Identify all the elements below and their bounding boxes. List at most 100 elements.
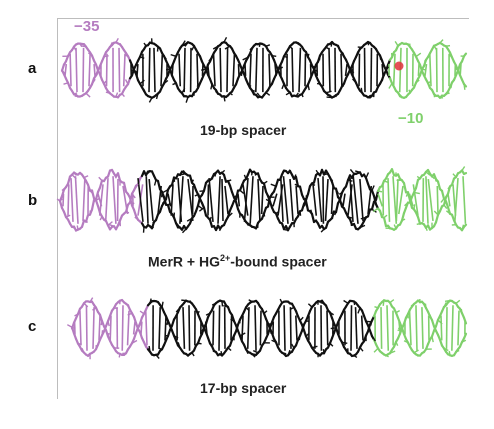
backbone-stub bbox=[141, 337, 145, 343]
backbone-stub bbox=[125, 211, 130, 214]
backbone-stub bbox=[164, 334, 169, 337]
backbone-stub bbox=[416, 223, 421, 225]
base-pair-rung bbox=[140, 321, 143, 335]
backbone-strand-2 bbox=[400, 211, 406, 222]
backbone-stub bbox=[265, 44, 271, 47]
backbone-stub bbox=[394, 41, 399, 47]
backbone-stub bbox=[241, 65, 246, 70]
backbone-strand-1 bbox=[188, 174, 194, 184]
backbone-stub bbox=[307, 53, 310, 58]
base-pair-rung bbox=[79, 310, 82, 346]
backbone-stub bbox=[383, 70, 387, 77]
backbone-stub bbox=[162, 189, 169, 194]
caption-a: 19-bp spacer bbox=[200, 122, 287, 138]
backbone-stub bbox=[350, 223, 355, 227]
base-pair-rung bbox=[167, 193, 172, 207]
backbone-stub bbox=[121, 93, 125, 98]
backbone-stub bbox=[198, 207, 205, 212]
base-pair-rung bbox=[415, 305, 418, 351]
backbone-stub bbox=[149, 225, 155, 229]
backbone-stub bbox=[89, 190, 93, 194]
highlight-atom bbox=[394, 61, 404, 71]
backbone-stub bbox=[197, 310, 200, 315]
backbone-stub bbox=[133, 69, 138, 74]
backbone-stub bbox=[153, 179, 157, 186]
backbone-stub bbox=[161, 301, 164, 308]
backbone-stub bbox=[176, 222, 181, 228]
backbone-stub bbox=[401, 218, 406, 222]
backbone-strand-1 bbox=[94, 190, 100, 201]
backbone-strand-2 bbox=[330, 210, 336, 220]
backbone-stub bbox=[385, 66, 390, 71]
base-pair-rung bbox=[436, 185, 439, 215]
backbone-stub bbox=[167, 202, 171, 206]
backbone-stub bbox=[76, 225, 79, 230]
backbone-stub bbox=[293, 174, 297, 180]
caption-b-superscript: 2+ bbox=[219, 253, 231, 263]
backbone-strand-1 bbox=[366, 208, 372, 218]
backbone-stub bbox=[287, 301, 292, 305]
backbone-strand-2 bbox=[436, 180, 442, 191]
backbone-stub bbox=[393, 224, 397, 229]
backbone-stub bbox=[342, 83, 345, 88]
backbone-stub bbox=[147, 170, 151, 174]
backbone-stub bbox=[445, 44, 451, 47]
backbone-stub bbox=[389, 168, 393, 173]
backbone-strand-2 bbox=[228, 184, 234, 194]
backbone-stub bbox=[98, 176, 103, 182]
base-pair-rung bbox=[64, 63, 68, 77]
backbone-stub bbox=[131, 339, 138, 344]
base-pair-rung bbox=[122, 53, 126, 87]
base-pair-rung bbox=[182, 307, 186, 349]
base-pair-rung bbox=[340, 53, 343, 87]
backbone-stub bbox=[71, 326, 76, 330]
base-pair-rung bbox=[226, 47, 229, 93]
backbone-stub bbox=[85, 92, 91, 98]
backbone-stub bbox=[245, 349, 249, 355]
backbone-stub bbox=[443, 302, 447, 308]
base-pair-rung bbox=[98, 315, 101, 341]
backbone-stub bbox=[263, 213, 266, 217]
backbone-stub bbox=[325, 90, 332, 94]
backbone-strand-2 bbox=[222, 173, 228, 183]
backbone-stub bbox=[330, 327, 337, 330]
base-pair-rung bbox=[381, 64, 384, 76]
backbone-stub bbox=[298, 335, 301, 341]
base-pair-rung bbox=[241, 315, 244, 341]
backbone-strand-1 bbox=[306, 185, 312, 196]
backbone-strand-2 bbox=[334, 202, 340, 214]
backbone-stub bbox=[283, 55, 288, 59]
backbone-stub bbox=[365, 172, 370, 179]
backbone-stub bbox=[329, 311, 334, 316]
backbone-stub bbox=[151, 299, 157, 302]
base-pair-rung bbox=[425, 176, 429, 224]
backbone-strand-2 bbox=[166, 204, 172, 213]
backbone-stub bbox=[181, 87, 186, 94]
backbone-stub bbox=[263, 180, 268, 185]
backbone-stub bbox=[389, 350, 396, 354]
backbone-strand-1 bbox=[374, 189, 380, 201]
minus10-label: −10 bbox=[398, 110, 424, 127]
backbone-stub bbox=[323, 172, 329, 176]
backbone-stub bbox=[277, 64, 282, 70]
backbone-stub bbox=[124, 79, 129, 85]
backbone-stub bbox=[337, 45, 341, 50]
backbone-stub bbox=[205, 312, 211, 316]
backbone-stub bbox=[186, 217, 193, 222]
backbone-stub bbox=[457, 65, 461, 71]
backbone-stub bbox=[223, 96, 226, 102]
backbone-stub bbox=[173, 335, 179, 339]
backbone-stub bbox=[403, 43, 409, 46]
base-pair-rung bbox=[74, 176, 79, 224]
base-pair-rung bbox=[212, 53, 216, 87]
backbone-stub bbox=[73, 46, 77, 51]
backbone-strand-2 bbox=[90, 189, 96, 200]
top-border-line bbox=[57, 18, 469, 19]
base-pair-rung bbox=[295, 315, 298, 341]
base-pair-rung bbox=[92, 307, 95, 349]
backbone-stub bbox=[445, 210, 451, 215]
backbone-stub bbox=[242, 56, 249, 61]
backbone-stub bbox=[275, 210, 280, 215]
backbone-stub bbox=[440, 198, 445, 203]
backbone-stub bbox=[419, 65, 423, 72]
